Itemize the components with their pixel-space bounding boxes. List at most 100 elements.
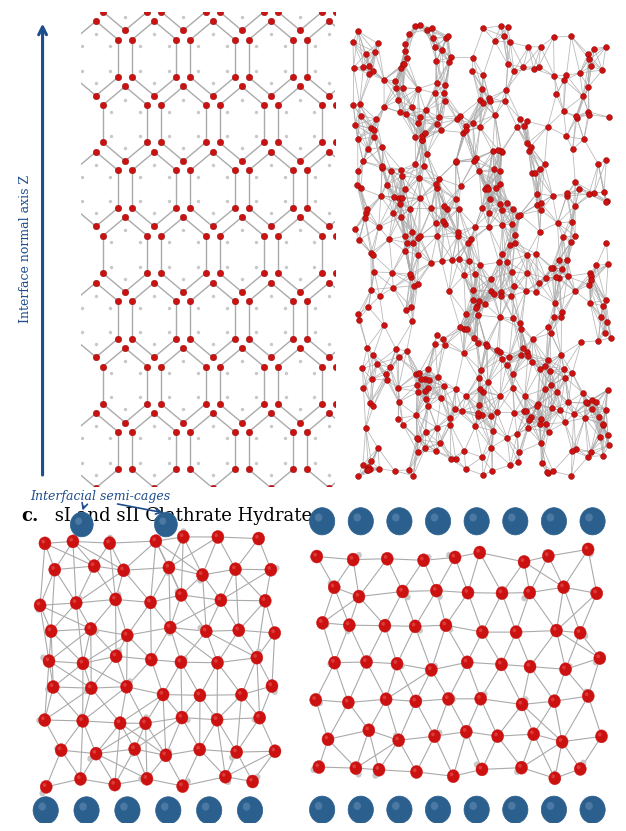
- Point: [135, 0, 145, 12]
- Point: [456, 109, 466, 122]
- Point: [397, 170, 407, 183]
- Point: [473, 308, 483, 322]
- Point: [135, 326, 145, 339]
- Circle shape: [178, 714, 182, 718]
- Point: [413, 432, 423, 445]
- Point: [252, 326, 262, 339]
- Point: [120, 285, 130, 298]
- Circle shape: [508, 802, 516, 810]
- Point: [405, 164, 415, 177]
- Point: [208, 406, 218, 420]
- Point: [419, 160, 429, 173]
- Circle shape: [582, 690, 594, 702]
- Point: [310, 301, 320, 314]
- Point: [513, 209, 523, 223]
- Point: [349, 61, 359, 75]
- Point: [355, 97, 365, 111]
- Point: [432, 420, 442, 434]
- Point: [237, 403, 247, 416]
- Point: [524, 414, 534, 427]
- Circle shape: [147, 598, 151, 602]
- Circle shape: [216, 597, 222, 604]
- Point: [481, 337, 491, 351]
- Point: [251, 130, 261, 143]
- Circle shape: [214, 534, 218, 537]
- Point: [546, 262, 557, 275]
- Point: [382, 468, 393, 481]
- Point: [567, 470, 577, 483]
- Point: [237, 11, 247, 24]
- Point: [353, 11, 363, 24]
- Point: [604, 111, 614, 124]
- Point: [295, 210, 305, 224]
- Point: [324, 481, 334, 494]
- Point: [91, 289, 101, 302]
- Point: [178, 93, 188, 106]
- Point: [394, 192, 404, 205]
- Point: [451, 155, 461, 169]
- Point: [98, 267, 108, 280]
- Point: [215, 360, 225, 373]
- Point: [397, 64, 407, 77]
- Point: [557, 310, 567, 323]
- Point: [434, 267, 444, 280]
- Point: [602, 315, 612, 328]
- Point: [420, 126, 430, 140]
- Circle shape: [46, 625, 52, 632]
- Point: [369, 265, 379, 278]
- Point: [542, 465, 552, 479]
- Point: [76, 40, 86, 53]
- Point: [428, 22, 438, 35]
- Point: [451, 382, 461, 396]
- Point: [496, 19, 506, 32]
- Point: [571, 110, 581, 123]
- Point: [348, 35, 358, 48]
- Circle shape: [491, 730, 504, 743]
- Point: [193, 456, 203, 470]
- Circle shape: [574, 627, 586, 639]
- Point: [364, 301, 374, 314]
- Circle shape: [142, 720, 146, 724]
- Point: [382, 14, 393, 27]
- Circle shape: [235, 627, 239, 631]
- Circle shape: [328, 580, 334, 587]
- Point: [369, 130, 379, 144]
- Point: [193, 326, 203, 339]
- Point: [470, 220, 480, 234]
- Point: [237, 141, 247, 155]
- Point: [505, 238, 515, 252]
- Point: [339, 170, 349, 184]
- Point: [536, 204, 546, 217]
- Point: [230, 201, 240, 214]
- Point: [374, 220, 384, 234]
- Point: [501, 358, 511, 371]
- Point: [474, 371, 484, 385]
- Circle shape: [356, 771, 362, 778]
- Point: [237, 24, 247, 37]
- Point: [589, 42, 599, 55]
- Point: [346, 294, 356, 307]
- Point: [482, 340, 492, 353]
- Point: [377, 162, 387, 175]
- Point: [520, 390, 530, 403]
- Point: [280, 40, 290, 53]
- Point: [259, 267, 269, 280]
- Point: [416, 372, 426, 386]
- Point: [105, 40, 115, 53]
- Point: [513, 455, 523, 469]
- Circle shape: [431, 584, 443, 597]
- Point: [237, 272, 247, 285]
- Point: [481, 180, 491, 194]
- Point: [356, 181, 366, 194]
- Point: [120, 24, 130, 37]
- Point: [172, 164, 182, 177]
- Point: [545, 364, 555, 377]
- Circle shape: [387, 508, 412, 535]
- Point: [421, 23, 431, 37]
- Point: [415, 111, 425, 124]
- Point: [597, 63, 607, 76]
- Point: [485, 95, 495, 108]
- Point: [363, 460, 373, 474]
- Point: [536, 436, 546, 450]
- Circle shape: [255, 648, 262, 655]
